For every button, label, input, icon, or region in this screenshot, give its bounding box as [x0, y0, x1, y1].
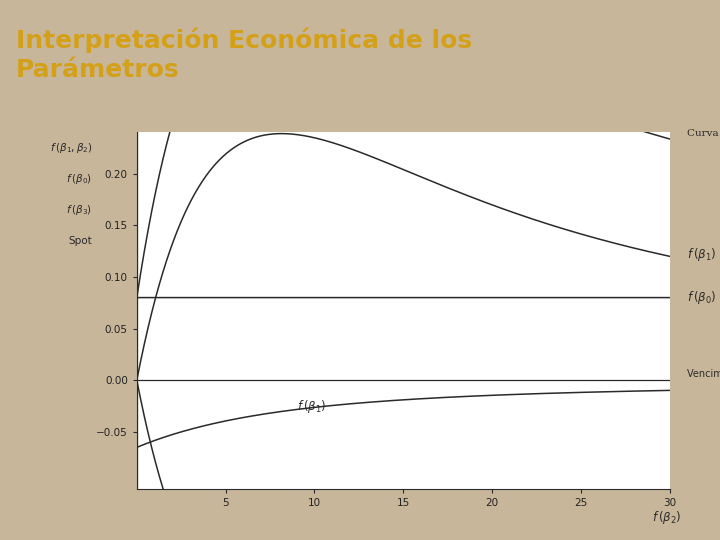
Text: Interpretación Económica de los: Interpretación Económica de los [16, 28, 472, 53]
Text: $f\,(\beta_1, \beta_2)$: $f\,(\beta_1, \beta_2)$ [50, 141, 92, 155]
Text: Parámetros: Parámetros [16, 58, 179, 82]
Text: $f\,(\beta_3)$: $f\,(\beta_3)$ [66, 203, 92, 217]
Text: Vencimiento (años): Vencimiento (años) [688, 368, 720, 378]
Text: Curva spot: Curva spot [688, 129, 720, 138]
Text: $f\,(\beta_0)$: $f\,(\beta_0)$ [688, 289, 716, 306]
Text: Spot: Spot [68, 236, 92, 246]
Text: $f\,(\beta_1)$: $f\,(\beta_1)$ [297, 397, 326, 415]
Text: $f\,(\beta_2)$: $f\,(\beta_2)$ [652, 509, 681, 526]
Text: $f\,(\beta_1)$: $f\,(\beta_1)$ [688, 246, 716, 263]
Text: $f\,(\beta_0)$: $f\,(\beta_0)$ [66, 172, 92, 186]
